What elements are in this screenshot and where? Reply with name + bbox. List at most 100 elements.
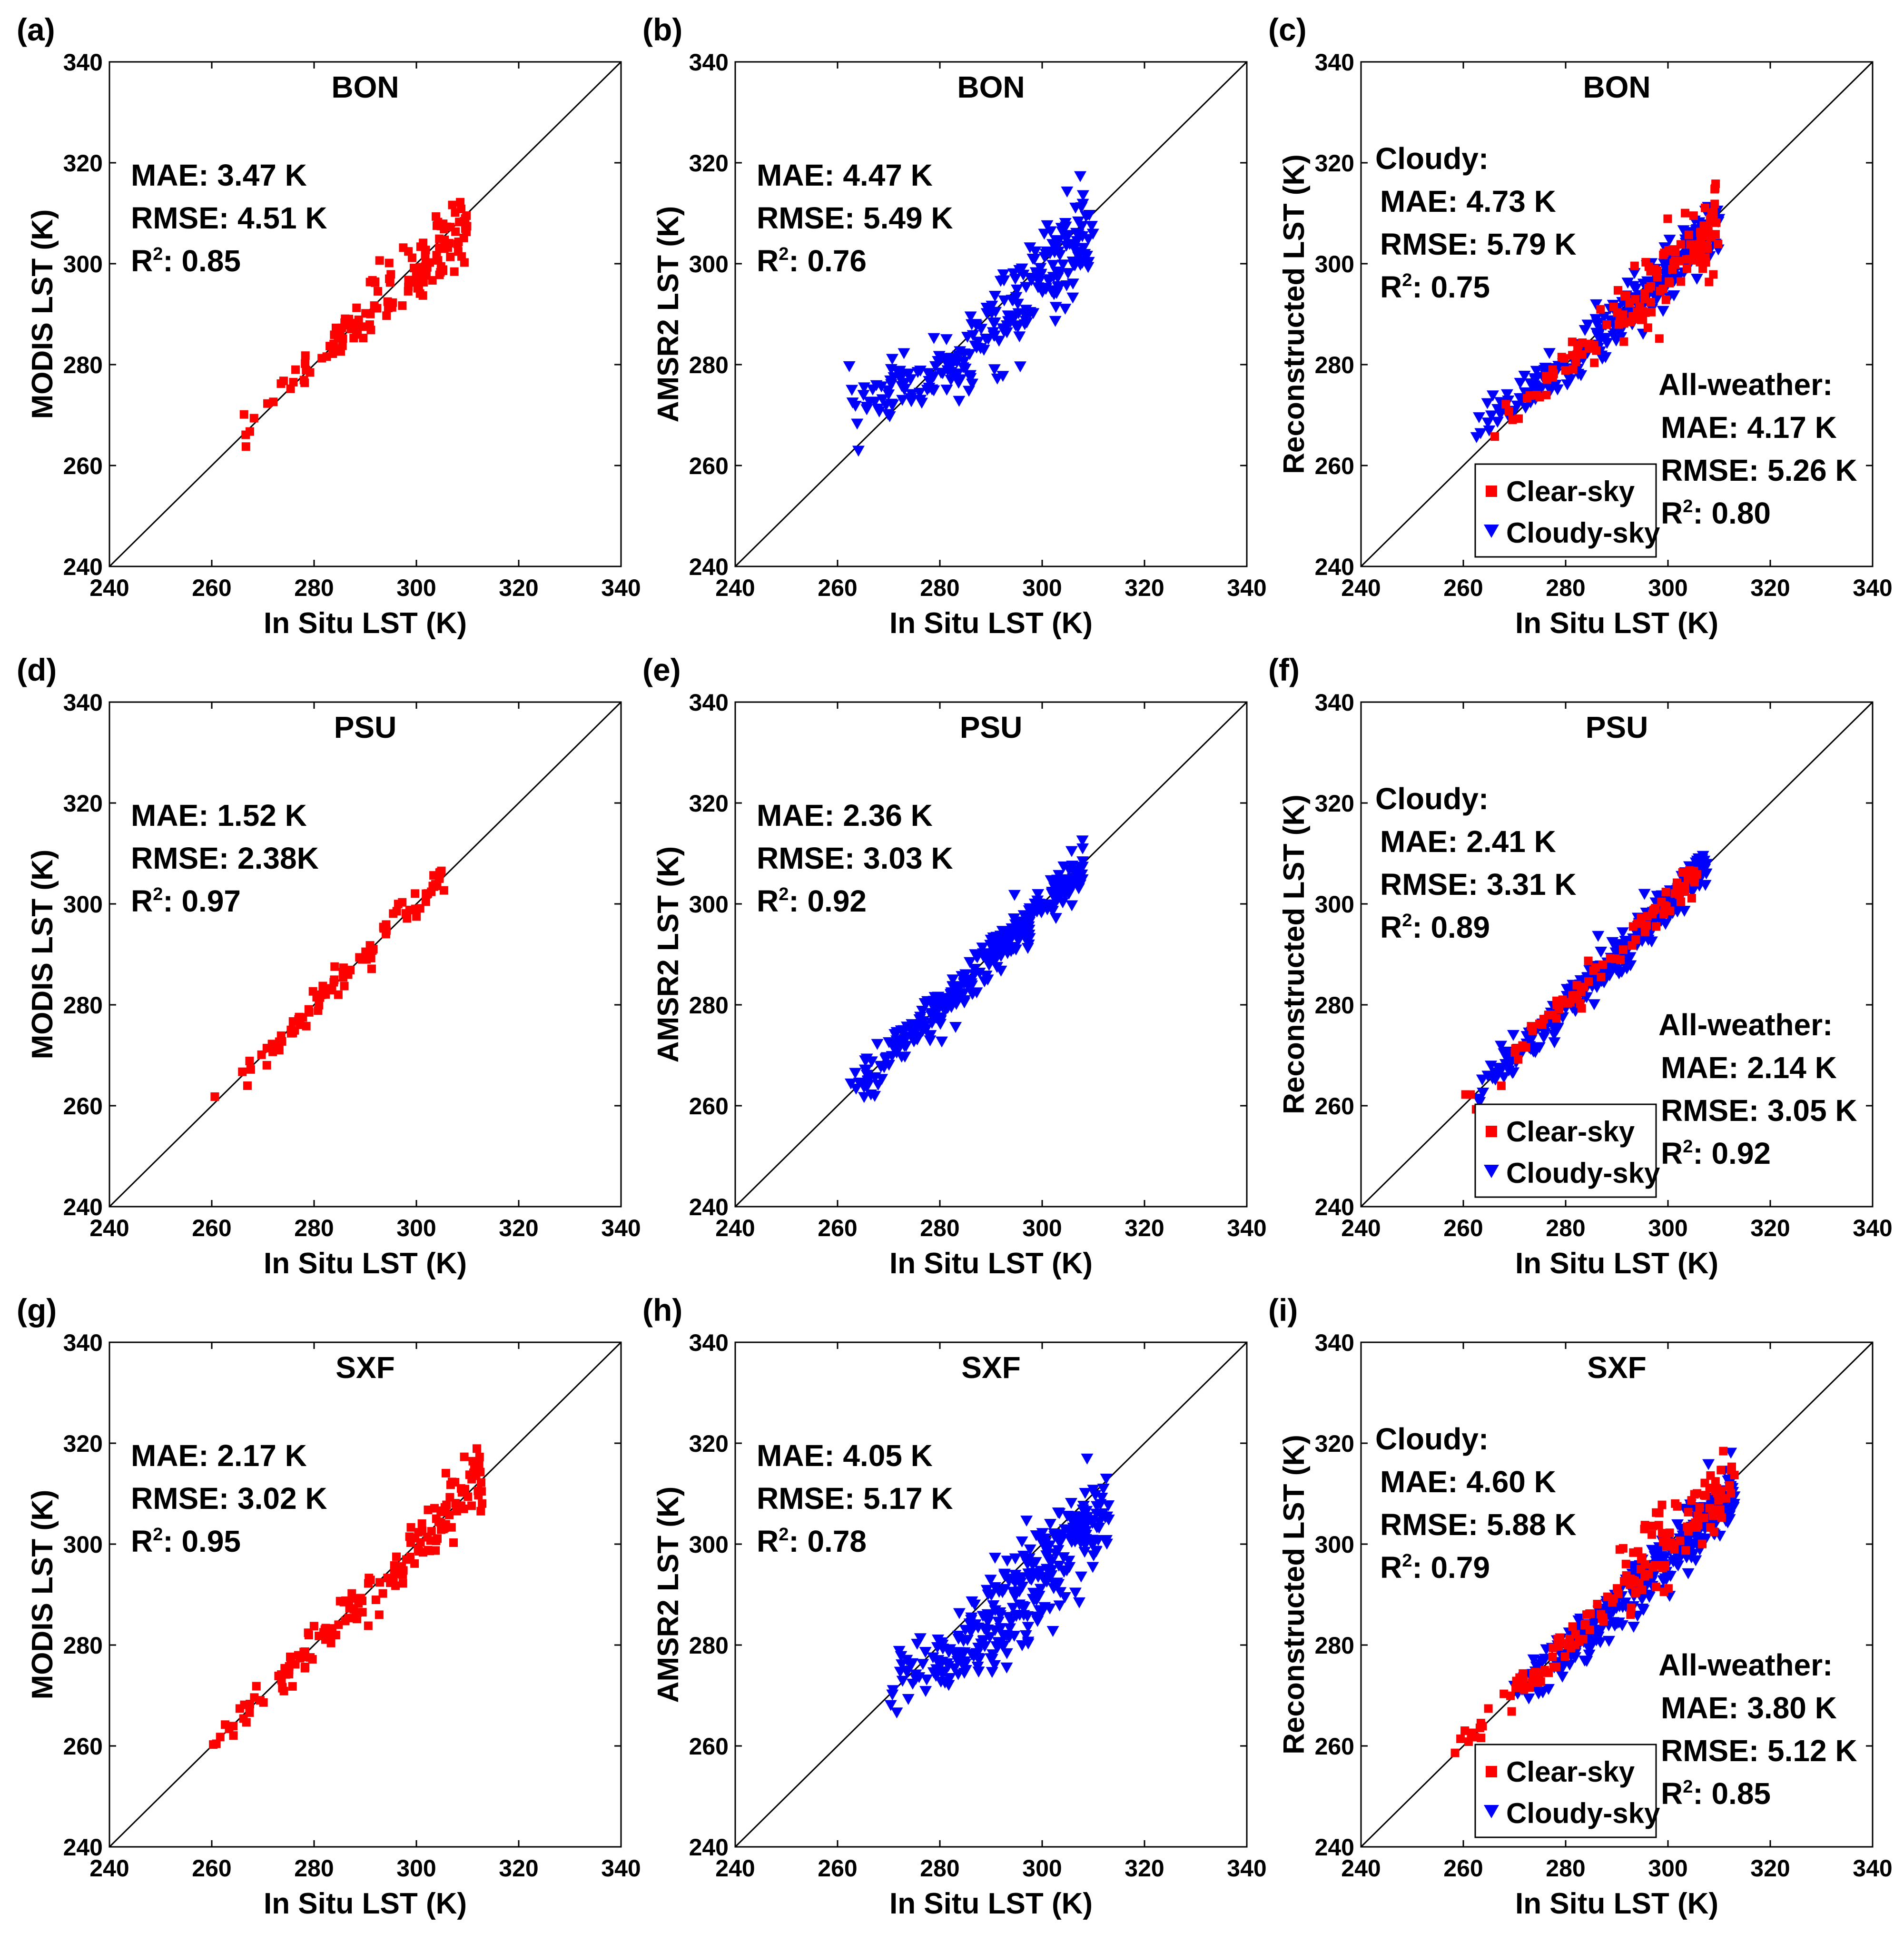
x-tick-label: 340 (1227, 575, 1266, 601)
data-point-clear (229, 1731, 238, 1740)
x-tick-label: 260 (192, 575, 231, 601)
data-point-clear (267, 1040, 276, 1049)
x-tick-label: 300 (1022, 575, 1062, 601)
data-point-clear (1665, 278, 1674, 287)
data-point-clear (1707, 211, 1716, 220)
data-point-cloudy (940, 334, 953, 346)
data-point-cloudy (1046, 286, 1058, 297)
data-point-cloudy (968, 969, 981, 981)
cloudy-mae-stat: MAE: 4.60 K (1380, 1465, 1556, 1499)
data-point-clear (448, 200, 457, 209)
y-tick-label: 260 (1315, 1093, 1354, 1120)
data-point-clear (457, 204, 466, 213)
x-axis-label: In Situ LST (K) (264, 1887, 467, 1920)
mae-stat: MAE: 3.47 K (131, 158, 307, 192)
data-point-clear (1523, 394, 1532, 403)
x-tick-label: 320 (499, 575, 538, 601)
data-point-clear (364, 1621, 373, 1630)
data-point-clear (210, 1092, 219, 1101)
cloudy-mae-stat: MAE: 4.73 K (1380, 184, 1556, 218)
rmse-stat: RMSE: 4.51 K (131, 201, 327, 235)
mae-stat: MAE: 4.47 K (757, 158, 933, 192)
data-point-cloudy (1052, 282, 1065, 293)
data-point-cloudy (885, 398, 898, 410)
data-point-cloudy (1657, 306, 1669, 317)
x-tick-label: 320 (1125, 1215, 1164, 1241)
data-point-clear (398, 898, 407, 907)
data-point-clear (413, 284, 422, 293)
data-point-cloudy (1073, 1597, 1085, 1608)
data-point-clear (354, 1599, 363, 1608)
data-point-clear (1542, 375, 1551, 384)
data-point-clear (1649, 906, 1658, 915)
data-point-cloudy (972, 1666, 985, 1678)
data-point-cloudy (1011, 322, 1024, 333)
legend-box (1474, 1744, 1657, 1838)
data-point-cloudy (924, 376, 937, 387)
data-point-clear (1655, 1508, 1664, 1517)
site-title: BON (1583, 70, 1650, 104)
data-point-cloudy (1476, 1074, 1489, 1086)
data-point-cloudy (859, 1055, 872, 1067)
data-point-cloudy (1075, 862, 1087, 873)
data-point-cloudy (1690, 274, 1703, 285)
data-point-clear (419, 1548, 428, 1557)
data-point-cloudy (1056, 1529, 1068, 1540)
data-point-clear (1677, 277, 1686, 286)
data-point-clear (409, 264, 418, 273)
r2-stat: R2: 0.95 (131, 1524, 241, 1558)
data-point-clear (464, 1492, 473, 1501)
data-point-cloudy (1616, 927, 1629, 939)
data-point-cloudy (1470, 432, 1483, 443)
y-axis-label: Reconstructed LST (K) (1278, 794, 1311, 1114)
data-point-cloudy (994, 1623, 1007, 1634)
data-point-clear (418, 1527, 427, 1536)
data-point-cloudy (1100, 1538, 1113, 1550)
data-point-clear (424, 1505, 433, 1514)
x-tick-label: 240 (1341, 1215, 1381, 1241)
data-point-cloudy (963, 957, 976, 968)
site-title: PSU (1586, 710, 1648, 744)
data-point-cloudy (1063, 1556, 1075, 1567)
data-point-cloudy (1076, 190, 1089, 201)
data-point-clear (406, 1553, 415, 1562)
data-point-clear (1501, 400, 1510, 409)
data-point-clear (1497, 1081, 1506, 1090)
y-tick-label: 240 (1315, 554, 1354, 580)
data-point-clear (441, 1468, 450, 1477)
site-title: PSU (334, 710, 397, 744)
data-point-clear (432, 251, 441, 260)
data-point-clear (1719, 1447, 1728, 1456)
data-point-cloudy (1481, 398, 1494, 409)
x-axis-label: In Situ LST (K) (1515, 607, 1718, 640)
data-point-cloudy (1538, 365, 1551, 376)
plot-frame (109, 1341, 622, 1848)
y-tick-label: 280 (689, 1632, 729, 1659)
y-tick-label: 280 (689, 992, 729, 1019)
legend-triangle-marker (1484, 1805, 1499, 1818)
data-point-cloudy (1003, 1623, 1016, 1635)
data-point-cloudy (1588, 999, 1600, 1011)
data-point-clear (415, 904, 424, 913)
cloudy-mae-stat: MAE: 2.41 K (1380, 824, 1556, 859)
cloudy-heading: Cloudy: (1375, 1422, 1489, 1456)
cloudy-heading: Cloudy: (1375, 782, 1489, 816)
allweather-r2-stat: R2: 0.80 (1661, 496, 1771, 530)
data-point-clear (1571, 357, 1580, 367)
data-point-clear (432, 1537, 441, 1546)
data-point-clear (449, 1538, 458, 1547)
data-point-cloudy (1065, 900, 1078, 912)
data-point-clear (1637, 913, 1646, 922)
legend-square-marker (1486, 1126, 1497, 1137)
x-tick-label: 340 (1227, 1855, 1266, 1882)
data-point-clear (242, 1718, 251, 1727)
y-tick-label: 320 (689, 790, 729, 817)
data-point-clear (302, 1021, 311, 1031)
data-point-clear (1464, 1737, 1473, 1746)
data-point-cloudy (997, 275, 1010, 287)
x-tick-label: 260 (192, 1215, 231, 1241)
data-point-cloudy (1008, 1631, 1021, 1642)
data-point-cloudy (1057, 1566, 1070, 1578)
data-point-cloudy (1621, 278, 1634, 289)
y-tick-label: 340 (689, 1329, 729, 1356)
